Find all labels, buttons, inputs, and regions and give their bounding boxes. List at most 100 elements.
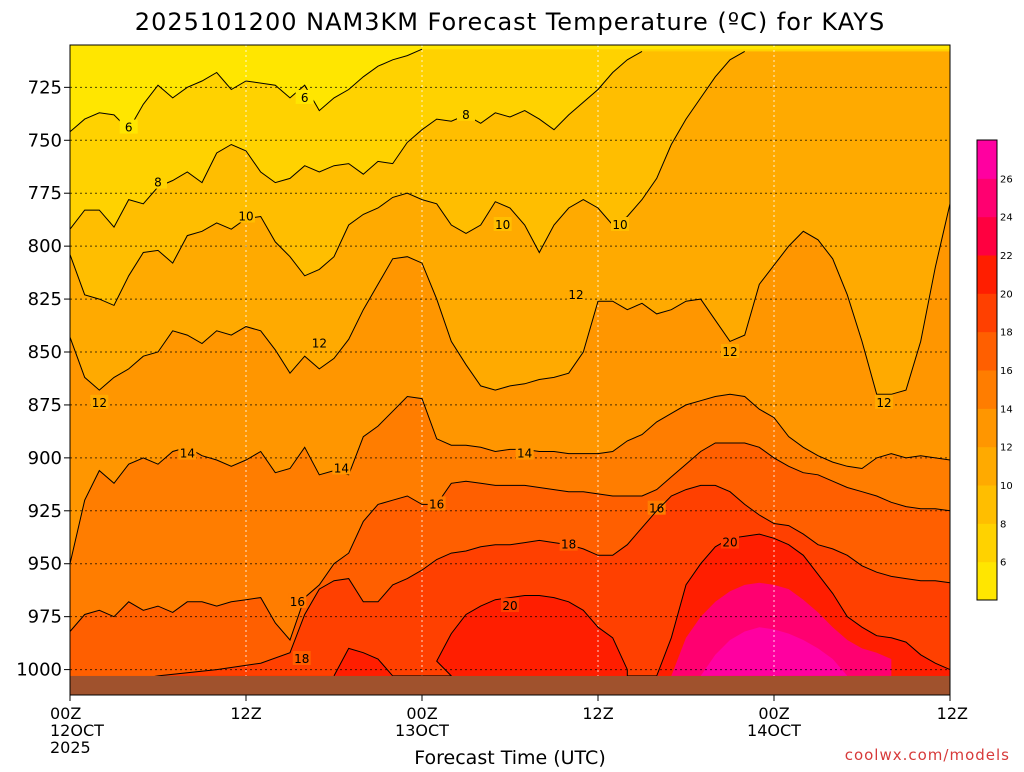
y-tick-label: 825 xyxy=(28,289,62,310)
x-tick-label: 00Z xyxy=(50,704,81,723)
isotherm-16 xyxy=(69,442,951,641)
isotherm-label-bg xyxy=(292,651,311,666)
isotherm-label-bg xyxy=(567,286,585,301)
isotherm-label-bg xyxy=(515,445,534,460)
y-tick-label: 800 xyxy=(28,236,62,257)
isotherm-label-bg xyxy=(611,216,629,231)
isotherm-label: 18 xyxy=(561,538,576,552)
ground-layer xyxy=(70,675,950,695)
isotherm-label: 18 xyxy=(294,652,309,666)
isotherm-label: 16 xyxy=(290,595,305,609)
y-tick-label: 975 xyxy=(28,607,62,628)
isotherm-label: 12 xyxy=(92,396,107,410)
colorbar-swatch xyxy=(977,178,997,218)
colorbar-tick-label: 12 xyxy=(1000,443,1013,454)
isotherm-label: 16 xyxy=(649,502,664,516)
isotherm-14 xyxy=(69,393,951,564)
y-tick-label: 725 xyxy=(28,77,62,98)
colorbar-swatch xyxy=(977,561,997,601)
colorbar-swatch xyxy=(977,216,997,256)
isotherm-label: 12 xyxy=(312,337,327,351)
isotherm-label: 14 xyxy=(180,447,195,461)
colorbar-swatch xyxy=(977,408,997,448)
isotherm-label-bg xyxy=(721,534,739,549)
colorbar-tick-label: 20 xyxy=(1000,289,1013,300)
colorbar-tick-label: 22 xyxy=(1000,251,1013,262)
y-tick-label: 875 xyxy=(28,395,62,416)
y-tick-label: 750 xyxy=(28,130,62,151)
colorbar-swatch xyxy=(977,331,997,371)
x-tick-label: 00Z xyxy=(406,704,437,723)
isotherm-18 xyxy=(69,484,951,692)
colorbar-frame xyxy=(976,139,998,601)
colorbar-swatch xyxy=(977,140,997,179)
colorbar-tick-label: 16 xyxy=(1000,366,1013,377)
y-tick-label: 950 xyxy=(28,554,62,575)
isotherm-label: 14 xyxy=(517,447,532,461)
plot-frame xyxy=(69,44,951,696)
isotherm-label-bg xyxy=(493,216,512,231)
colorbar-tick-label: 8 xyxy=(1000,519,1006,530)
colorbar-swatch xyxy=(977,485,997,524)
isotherm-label-bg xyxy=(332,460,351,475)
isotherm-label-bg xyxy=(875,394,893,409)
isotherm-10 xyxy=(69,50,745,307)
isotherm-label: 12 xyxy=(876,396,891,410)
isotherm-label-bg xyxy=(721,344,739,359)
colorbar-tick-label: 10 xyxy=(1000,481,1013,492)
isotherm-label-bg xyxy=(501,598,519,613)
colorbar-swatch xyxy=(977,293,997,333)
isotherm-label: 12 xyxy=(722,345,737,359)
colorbar-swatch xyxy=(977,446,997,486)
y-tick-label: 925 xyxy=(28,501,62,522)
isotherm-label-bg xyxy=(119,119,138,134)
y-tick-label: 900 xyxy=(28,448,62,469)
colorbar-tick-label: 14 xyxy=(1000,404,1013,415)
isotherm-label: 10 xyxy=(495,218,510,232)
isotherm-label: 6 xyxy=(301,91,309,105)
isotherm-12 xyxy=(69,203,951,395)
x-tick-label: 00Z xyxy=(758,704,789,723)
isotherm-label-bg xyxy=(647,500,666,515)
colorbar-tick-label: 26 xyxy=(1000,174,1013,185)
isotherm-label-bg xyxy=(559,536,578,551)
x-tick-label: 2025 xyxy=(50,738,91,757)
colorbar-tick-label: 24 xyxy=(1000,213,1013,224)
isotherm-label: 8 xyxy=(154,176,162,190)
isotherm-label-bg xyxy=(90,394,109,409)
isotherm-20 xyxy=(333,533,951,677)
colorbar-swatch xyxy=(977,255,997,294)
isotherm-label: 14 xyxy=(334,461,349,475)
isotherm-contours: 6 6 8 8 10 10 10 12 12 12 12 12 14 14 14 16 16 16 18 18 20 20 xyxy=(69,48,951,692)
y-axis: 725 750 775 800 825 850 875 900 925 950 975 1000 xyxy=(16,77,70,681)
x-tick-label: 12Z xyxy=(230,704,261,723)
isotherm-label: 20 xyxy=(502,599,517,613)
fill-below-6 xyxy=(70,45,950,132)
isotherm-label-bg xyxy=(295,89,314,104)
ground-fill xyxy=(70,675,950,695)
isotherm-label: 10 xyxy=(612,218,627,232)
colorbar-swatch xyxy=(977,370,997,409)
colorbar: 6 8 10 12 14 16 18 20 22 24 26 xyxy=(976,139,1013,601)
x-axis-title: Forecast Time (UTC) xyxy=(414,747,605,768)
isotherm-label-bg xyxy=(288,593,307,608)
credit-text: coolwx.com/models xyxy=(845,746,1010,764)
y-tick-label: 850 xyxy=(28,342,62,363)
colorbar-tick-label: 18 xyxy=(1000,328,1013,339)
x-tick-label: 13OCT xyxy=(395,721,449,740)
isotherm-label: 20 xyxy=(722,536,737,550)
y-tick-label: 1000 xyxy=(16,660,62,681)
colorbar-tick-label: 6 xyxy=(1000,558,1006,569)
colorbar-swatch xyxy=(977,523,997,563)
isotherm-label-bg xyxy=(427,496,446,511)
isotherm-label: 6 xyxy=(125,121,133,135)
isotherm-label-bg xyxy=(178,445,197,460)
isotherm-label-bg xyxy=(310,335,329,350)
temperature-fills xyxy=(70,45,950,695)
isotherm-label-bg xyxy=(457,106,475,121)
x-tick-label: 12OCT xyxy=(50,721,104,740)
isotherm-label: 12 xyxy=(568,288,583,302)
